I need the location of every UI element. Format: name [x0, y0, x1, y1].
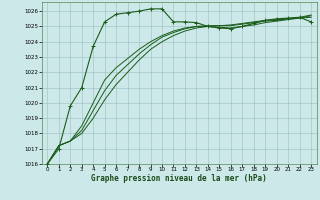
X-axis label: Graphe pression niveau de la mer (hPa): Graphe pression niveau de la mer (hPa)	[91, 174, 267, 183]
